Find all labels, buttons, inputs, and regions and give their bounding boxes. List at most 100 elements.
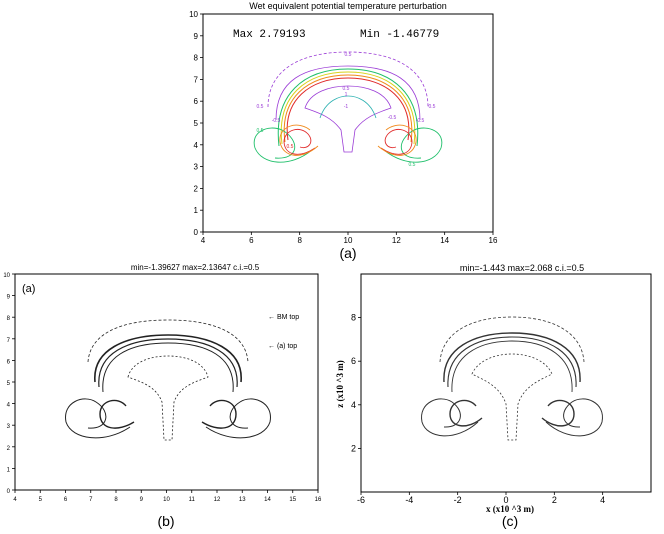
contour-purple-mid xyxy=(275,65,421,121)
chart-a-ytick-label: 9 xyxy=(194,32,199,41)
chart-a-ytick-label: 2 xyxy=(194,184,199,193)
contour-label: -1 xyxy=(344,104,349,110)
panel-b: min=-1.39627 max=2.13647 c.i.=0.5 (a) ← … xyxy=(0,262,332,529)
contour-green-arch xyxy=(277,68,419,147)
chart-c-ylabel: z (x10 ^3 m) xyxy=(335,360,345,407)
contour-b-arch-1 xyxy=(94,334,242,383)
chart-a-xtick-label: 4 xyxy=(201,236,206,245)
chart-c-header: min=-1.443 max=2.068 c.i.=0.5 xyxy=(460,263,584,273)
contour-b-left-roll-inner xyxy=(99,399,135,429)
chart-a-xtick-label: 10 xyxy=(344,236,353,245)
chart-b-header: min=-1.39627 max=2.13647 c.i.=0.5 xyxy=(131,263,260,272)
contour-b-arch-3 xyxy=(102,342,234,393)
chart-a-ytick-label: 3 xyxy=(194,163,199,172)
contour-b-arch-2 xyxy=(98,338,238,388)
contour-label: 1 xyxy=(345,92,348,98)
chart-a-ytick-label: 0 xyxy=(194,228,199,237)
chart-c-xtick-label: 2 xyxy=(552,495,557,505)
chart-b-plot-frame xyxy=(14,273,319,491)
chart-a-xtick-label: 12 xyxy=(392,236,401,245)
contour-c-right-roll xyxy=(545,398,603,437)
chart-b-ytick-label: 2 xyxy=(7,446,11,452)
chart-b-ytick-label: 10 xyxy=(3,273,10,279)
chart-a-ytick-label: 1 xyxy=(194,206,199,215)
contour-c-outer-dashed xyxy=(439,316,585,363)
panel-b-caption: (b) xyxy=(157,513,174,529)
chart-b-inner-label: (a) xyxy=(22,283,35,295)
chart-a-ytick-label: 5 xyxy=(194,119,199,128)
contour-c-right-roll-inner xyxy=(541,399,575,427)
chart-c-xtick-label: 4 xyxy=(600,495,605,505)
contour-c-arch-3 xyxy=(451,340,573,393)
chart-a-plot-frame xyxy=(202,13,494,233)
contour-b-inner-dashed xyxy=(127,355,209,441)
chart-c-xtick-label: -2 xyxy=(454,495,462,505)
contour-yellow-arch xyxy=(280,71,416,145)
chart-b-xtick-label: 15 xyxy=(289,497,296,503)
chart-b-contours xyxy=(65,319,271,441)
chart-a-contours xyxy=(253,51,443,163)
chart-b-xtick-label: 13 xyxy=(239,497,246,503)
chart-b-annotation-a-top: ← (a) top xyxy=(268,343,297,350)
contour-green-left-roll xyxy=(253,127,313,163)
contour-b-left-roll xyxy=(65,398,131,439)
chart-b-xtick-label: 11 xyxy=(189,497,196,503)
chart-a-max-text: Max 2.79193 xyxy=(233,29,306,41)
contour-purple-outer xyxy=(267,51,429,108)
contour-label: 0.5 xyxy=(343,86,350,92)
chart-a-xtick-label: 6 xyxy=(249,236,254,245)
chart-b-xtick-label: 4 xyxy=(13,497,17,503)
chart-c-contours xyxy=(421,316,603,441)
contour-red-left-roll xyxy=(283,128,316,155)
contour-label: 0.5 xyxy=(257,104,264,110)
contour-red-right-roll xyxy=(380,128,413,155)
contour-c-arch-2 xyxy=(447,336,577,388)
chart-b-xtick-label: 14 xyxy=(264,497,271,503)
chart-b-ytick-label: 7 xyxy=(7,338,11,344)
chart-b-ytick-label: 6 xyxy=(7,359,11,365)
contour-label: 0.5 xyxy=(345,52,352,58)
chart-b-ytick-label: 3 xyxy=(7,424,11,430)
chart-c: min=-1.443 max=2.068 c.i.=0.5 z (x10 ^3 … xyxy=(335,263,652,529)
chart-a-xtick-label: 8 xyxy=(297,236,302,245)
contour-label: 0.5 xyxy=(429,104,436,110)
contour-orange-left-roll xyxy=(279,124,319,156)
chart-a-xtick-label: 14 xyxy=(440,236,449,245)
chart-b-ytick-label: 1 xyxy=(7,467,11,473)
contour-c-inner-dashed xyxy=(471,353,553,441)
chart-c-plot-frame xyxy=(360,273,652,493)
chart-c-ytick-label: 4 xyxy=(351,400,356,410)
chart-a-min-text: Min -1.46779 xyxy=(360,29,439,41)
contour-orange-right-roll xyxy=(377,124,417,156)
contour-orange-arch xyxy=(283,74,413,143)
contour-red-arch xyxy=(286,77,410,141)
chart-a-title: Wet equivalent potential temperature per… xyxy=(249,1,446,11)
chart-a-ytick-label: 4 xyxy=(194,141,199,150)
contour-c-arch-1 xyxy=(443,332,581,383)
chart-a-ytick-label: 7 xyxy=(194,75,199,84)
chart-a-ytick-label: 8 xyxy=(194,54,199,63)
chart-b-ytick-label: 9 xyxy=(7,295,11,301)
contour-b-right-roll-inner xyxy=(201,399,237,429)
chart-b-xtick-label: 6 xyxy=(64,497,68,503)
chart-b-ytick-label: 8 xyxy=(7,316,11,322)
chart-a: Wet equivalent potential temperature per… xyxy=(189,1,498,261)
chart-b-xtick-label: 12 xyxy=(214,497,221,503)
chart-a-ytick-label: 6 xyxy=(194,97,199,106)
chart-a-ytick-label: 10 xyxy=(189,10,198,19)
contour-label: 0.5 xyxy=(257,128,264,134)
contour-label: -0.5 xyxy=(272,118,281,124)
chart-c-xtick-label: 0 xyxy=(503,495,508,505)
chart-b-ytick-label: 5 xyxy=(7,381,11,387)
contour-teal-inner xyxy=(319,95,377,119)
chart-b: min=-1.39627 max=2.13647 c.i.=0.5 (a) ← … xyxy=(3,263,322,529)
chart-c-ytick-label: 6 xyxy=(351,356,356,366)
panel-c: min=-1.443 max=2.068 c.i.=0.5 z (x10 ^3 … xyxy=(332,262,664,529)
chart-c-xlabel: x (x10 ^3 m) xyxy=(486,504,534,514)
chart-b-ytick-label: 4 xyxy=(7,403,11,409)
contour-label: -0.5 xyxy=(388,115,397,121)
chart-c-ytick-label: 2 xyxy=(351,443,356,453)
chart-c-xtick-label: -4 xyxy=(405,495,413,505)
chart-b-xtick-label: 8 xyxy=(114,497,118,503)
chart-b-ytick-label: 0 xyxy=(7,489,11,495)
